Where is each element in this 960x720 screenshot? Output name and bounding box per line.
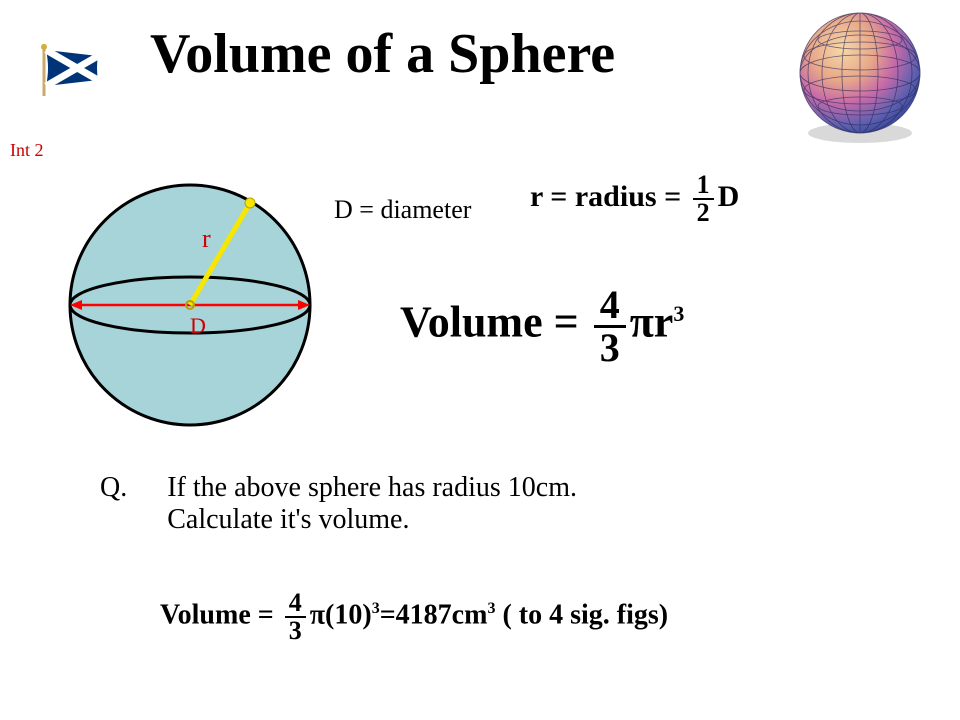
scotland-flag-icon bbox=[40, 44, 102, 101]
fraction-half: 1 2 bbox=[693, 172, 714, 226]
globe-icon bbox=[790, 8, 930, 153]
radius-formula: r = radius = 1 2 D bbox=[530, 172, 739, 226]
answer-eq: =4187cm bbox=[380, 599, 488, 630]
level-label: Int 2 bbox=[10, 140, 44, 161]
fraction-four-thirds: 4 3 bbox=[594, 285, 626, 368]
answer-tail: ( to 4 sig. figs) bbox=[495, 599, 668, 630]
volume-lhs: Volume = bbox=[400, 298, 579, 347]
answer-formula: Volume = 4 3 π(10)3=4187cm3 ( to 4 sig. … bbox=[160, 590, 668, 644]
question-marker: Q. bbox=[100, 472, 127, 536]
exp1: 3 bbox=[372, 600, 380, 617]
var-r: r bbox=[654, 298, 674, 347]
radius-lhs: r = radius = bbox=[530, 180, 681, 213]
question-text: If the above sphere has radius 10cm. Cal… bbox=[167, 472, 577, 536]
answer-lhs: Volume = bbox=[160, 599, 274, 630]
volume-formula: Volume = 4 3 πr3 bbox=[400, 285, 684, 368]
diameter-label: D bbox=[190, 313, 206, 338]
page-title: Volume of a Sphere bbox=[150, 22, 615, 86]
sphere-diagram: r D bbox=[60, 175, 320, 440]
diameter-text: D = diameter bbox=[334, 195, 471, 225]
question-block: Q. If the above sphere has radius 10cm. … bbox=[100, 472, 577, 536]
radius-rhs: D bbox=[718, 180, 740, 213]
fraction-four-thirds-ans: 4 3 bbox=[285, 590, 306, 644]
radius-label: r bbox=[202, 224, 211, 253]
exponent: 3 bbox=[673, 301, 684, 326]
answer-mid: π(10) bbox=[310, 599, 372, 630]
pi-symbol: π bbox=[630, 298, 654, 347]
